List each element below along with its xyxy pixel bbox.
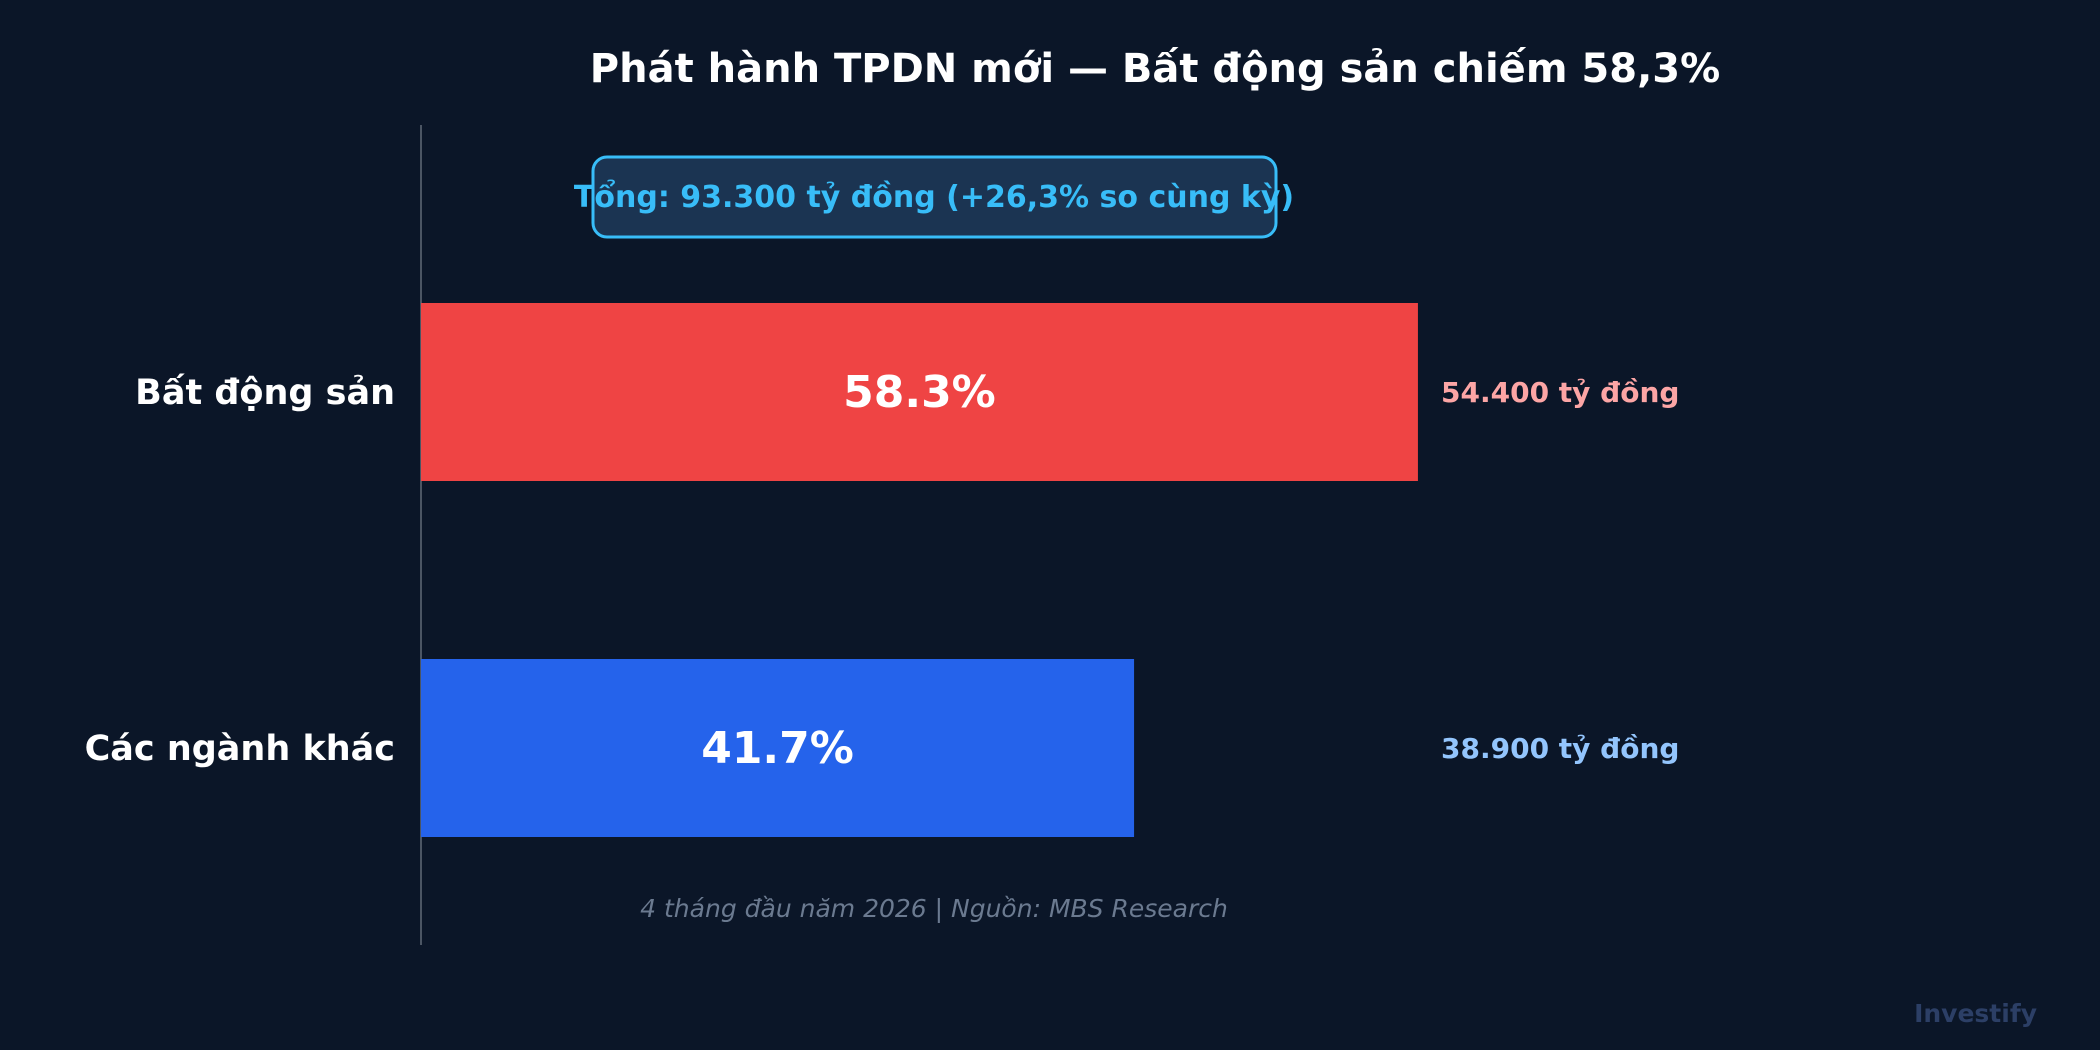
bar-amount-label: 54.400 tỷ đồng [1441, 376, 1679, 409]
bar-amount-label: 38.900 tỷ đồng [1441, 732, 1679, 765]
total-callout: Tổng: 93.300 tỷ đồng (+26,3% so cùng kỳ) [574, 155, 1294, 239]
category-label: Bất động sản [135, 373, 395, 413]
chart-title: Phát hành TPDN mới — Bất động sản chiếm … [590, 46, 1720, 92]
bar-group: Các ngành khác 41.7% 38.900 tỷ đồng [85, 659, 1679, 837]
bar-value-label: 58.3% [843, 367, 996, 418]
total-callout-text: Tổng: 93.300 tỷ đồng (+26,3% so cùng kỳ) [574, 179, 1294, 215]
bar [421, 303, 1418, 481]
bar-value-label: 41.7% [701, 723, 854, 774]
brand-watermark: Investify [1914, 999, 2037, 1028]
bars-layer: Bất động sản 58.3% 54.400 tỷ đồng Các ngành… [85, 303, 1679, 837]
bar-group: Bất động sản 58.3% 54.400 tỷ đồng [135, 303, 1679, 481]
category-label: Các ngành khác [85, 729, 395, 769]
bar [421, 659, 1135, 837]
total-callout-box [591, 155, 1278, 239]
chart-footnote: 4 tháng đầu năm 2026 | Nguồn: MBS Resear… [640, 894, 1228, 923]
